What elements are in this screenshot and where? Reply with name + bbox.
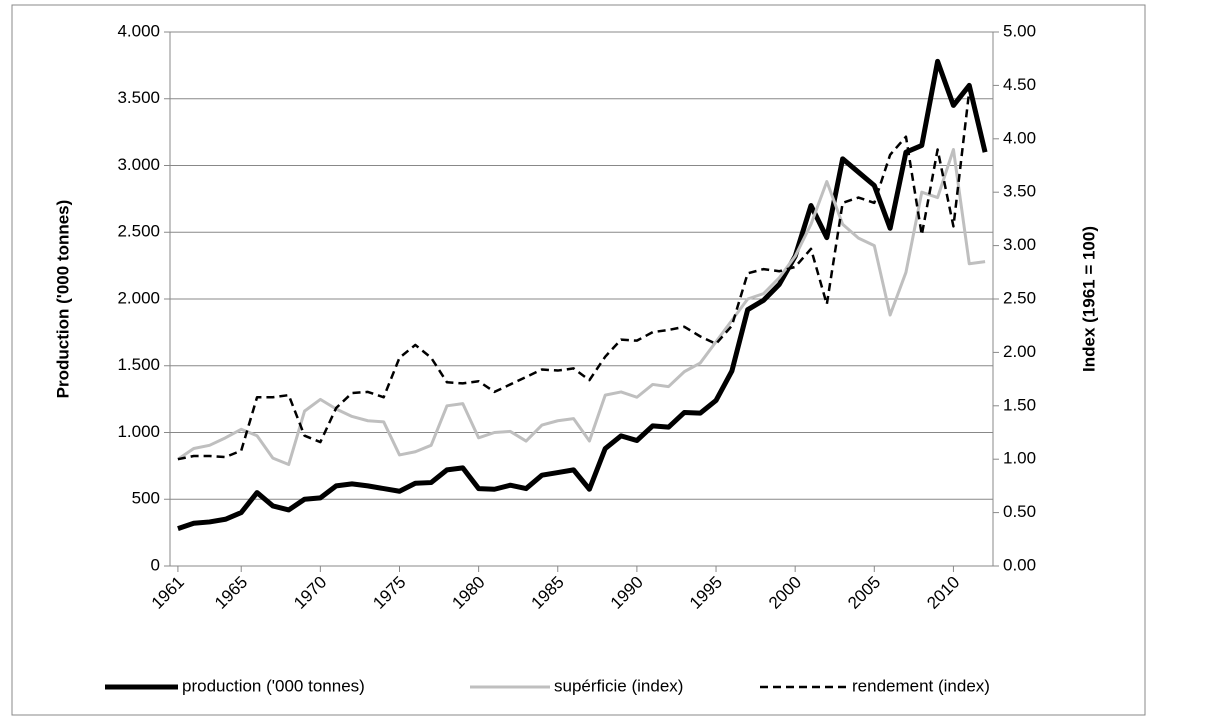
legend-label: supérficie (index) xyxy=(554,676,683,695)
series-line xyxy=(177,58,988,531)
y2-tick-label: 4.00 xyxy=(1003,128,1036,147)
y2-tick-label: 4.50 xyxy=(1003,75,1036,94)
y2-tick-label: 3.50 xyxy=(1003,182,1036,201)
y-tick-label: 2.000 xyxy=(117,288,160,307)
y2-tick-label: 2.50 xyxy=(1003,288,1036,307)
y-tick-label: 2.500 xyxy=(117,222,160,241)
chart-frame xyxy=(11,4,1146,716)
legend-label: rendement (index) xyxy=(852,676,990,695)
y-tick-label: 1.500 xyxy=(117,355,160,374)
y2-tick-label: 0.00 xyxy=(1003,555,1036,574)
y2-tick-label: 1.00 xyxy=(1003,449,1036,468)
y-axis-title: Production ('000 tonnes) xyxy=(53,200,72,399)
y-tick-label: 3.000 xyxy=(117,155,160,174)
y-tick-label: 4.000 xyxy=(117,21,160,40)
y2-tick-label: 1.50 xyxy=(1003,395,1036,414)
series-line xyxy=(177,147,986,467)
y-tick-label: 500 xyxy=(132,489,160,508)
y2-tick-label: 5.00 xyxy=(1003,21,1036,40)
y-tick-label: 1.000 xyxy=(117,422,160,441)
legend-label: production ('000 tonnes) xyxy=(182,676,365,695)
y2-tick-label: 0.50 xyxy=(1003,502,1036,521)
y2-tick-label: 3.00 xyxy=(1003,235,1036,254)
series-line xyxy=(177,90,971,461)
y-tick-label: 3.500 xyxy=(117,88,160,107)
y2-tick-label: 2.00 xyxy=(1003,342,1036,361)
y-tick-label: 0 xyxy=(151,555,160,574)
y2-axis-title: Index (1961 = 100) xyxy=(1079,226,1098,372)
